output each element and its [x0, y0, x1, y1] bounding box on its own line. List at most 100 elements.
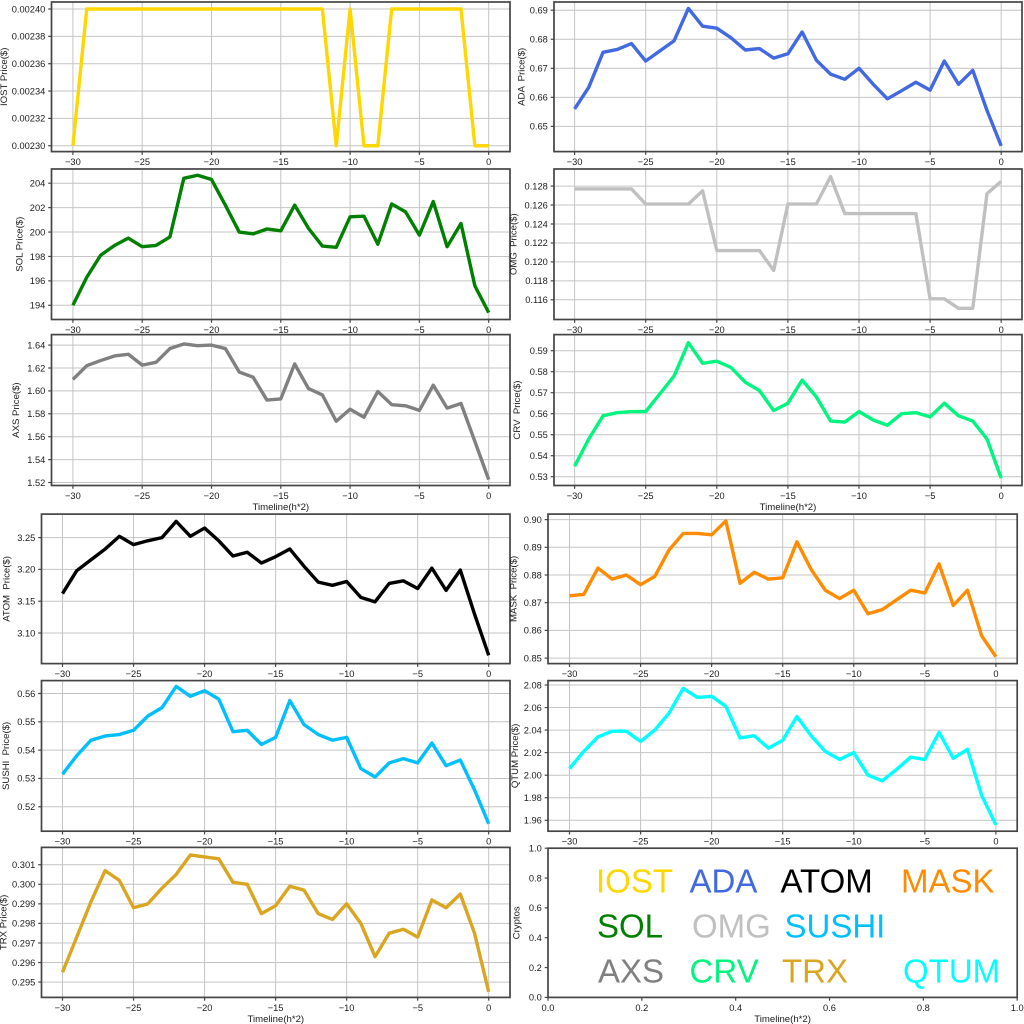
svg-text:0.301: 0.301: [12, 860, 35, 870]
svg-text:0: 0: [486, 669, 491, 679]
svg-text:0.52: 0.52: [17, 802, 35, 812]
svg-text:198: 198: [30, 252, 46, 262]
svg-text:0: 0: [999, 491, 1004, 501]
svg-text:0.126: 0.126: [525, 200, 548, 210]
svg-text:194: 194: [30, 301, 46, 311]
svg-text:0.2: 0.2: [635, 1003, 648, 1013]
svg-text:1.0: 1.0: [1011, 1003, 1024, 1013]
svg-text:MASK: MASK: [901, 863, 995, 900]
svg-text:−25: −25: [633, 669, 649, 679]
svg-text:0.128: 0.128: [525, 181, 548, 191]
svg-text:0.296: 0.296: [12, 958, 35, 968]
svg-text:−30: −30: [65, 157, 81, 167]
svg-text:−10: −10: [846, 837, 862, 847]
svg-text:2.08: 2.08: [524, 680, 542, 690]
svg-text:TRX: TRX: [782, 953, 848, 990]
svg-text:0.00232: 0.00232: [12, 114, 46, 124]
svg-text:−20: −20: [204, 325, 220, 335]
svg-text:0.56: 0.56: [17, 689, 35, 699]
svg-text:0.124: 0.124: [525, 219, 548, 229]
svg-text:0.2: 0.2: [529, 963, 542, 973]
svg-text:−20: −20: [197, 669, 213, 679]
svg-text:−5: −5: [412, 837, 423, 847]
svg-text:0.00240: 0.00240: [12, 4, 46, 14]
svg-text:IOST Price($): IOST Price($): [0, 48, 10, 106]
svg-text:3.10: 3.10: [17, 628, 35, 638]
svg-text:ADA Price($): ADA Price($): [517, 48, 528, 106]
svg-text:−25: −25: [126, 837, 142, 847]
svg-text:−25: −25: [633, 837, 649, 847]
svg-text:−10: −10: [339, 837, 355, 847]
svg-text:QTUM Price($): QTUM Price($): [510, 724, 521, 789]
svg-text:IOST: IOST: [596, 863, 673, 900]
svg-text:0.300: 0.300: [12, 880, 35, 890]
svg-text:1.62: 1.62: [27, 363, 45, 373]
svg-text:0.54: 0.54: [17, 745, 35, 755]
svg-text:0.68: 0.68: [530, 35, 548, 45]
svg-text:0.53: 0.53: [17, 774, 35, 784]
svg-text:0.299: 0.299: [12, 899, 35, 909]
svg-text:2.06: 2.06: [524, 703, 542, 713]
svg-text:−15: −15: [775, 837, 791, 847]
svg-text:−20: −20: [197, 837, 213, 847]
svg-text:−10: −10: [851, 491, 867, 501]
svg-text:0.4: 0.4: [529, 933, 542, 943]
svg-text:1.0: 1.0: [529, 844, 542, 854]
svg-text:0: 0: [999, 157, 1004, 167]
svg-text:0.0: 0.0: [529, 993, 542, 1003]
svg-text:Timeline(h*2): Timeline(h*2): [760, 502, 817, 513]
svg-text:QTUM: QTUM: [903, 953, 1000, 990]
svg-text:−5: −5: [925, 325, 936, 335]
svg-text:−20: −20: [197, 1003, 213, 1013]
svg-text:0.89: 0.89: [524, 543, 542, 553]
svg-text:0.66: 0.66: [530, 93, 548, 103]
svg-text:0: 0: [993, 837, 998, 847]
svg-text:0.4: 0.4: [729, 1003, 742, 1013]
svg-text:−25: −25: [134, 491, 150, 501]
svg-text:0.57: 0.57: [530, 388, 548, 398]
svg-text:−15: −15: [780, 491, 796, 501]
svg-text:0.86: 0.86: [524, 626, 542, 636]
svg-text:−5: −5: [925, 157, 936, 167]
svg-text:SUSHI Price($): SUSHI Price($): [1, 722, 12, 790]
svg-text:0.65: 0.65: [530, 122, 548, 132]
svg-text:0.6: 0.6: [823, 1003, 836, 1013]
svg-text:0.53: 0.53: [530, 472, 548, 482]
svg-text:−25: −25: [126, 669, 142, 679]
svg-text:0.8: 0.8: [529, 873, 542, 883]
svg-text:0: 0: [993, 669, 998, 679]
svg-text:3.20: 3.20: [17, 565, 35, 575]
svg-text:−30: −30: [55, 837, 71, 847]
svg-text:0: 0: [486, 837, 491, 847]
svg-text:OMG Price($): OMG Price($): [509, 213, 520, 275]
svg-text:Timeline(h*2): Timeline(h*2): [247, 1014, 304, 1024]
svg-text:−20: −20: [204, 157, 220, 167]
svg-text:−5: −5: [412, 1003, 423, 1013]
svg-text:−20: −20: [204, 491, 220, 501]
svg-text:−25: −25: [126, 1003, 142, 1013]
svg-text:0.297: 0.297: [12, 938, 35, 948]
svg-text:−20: −20: [709, 491, 725, 501]
svg-text:−30: −30: [55, 669, 71, 679]
svg-text:−30: −30: [567, 325, 583, 335]
svg-text:1.54: 1.54: [27, 455, 45, 465]
svg-text:−30: −30: [562, 837, 578, 847]
svg-text:−15: −15: [273, 157, 289, 167]
svg-text:0.298: 0.298: [12, 919, 35, 929]
svg-text:SOL Price($): SOL Price($): [15, 217, 26, 272]
svg-text:−30: −30: [65, 325, 81, 335]
svg-text:−5: −5: [412, 669, 423, 679]
svg-text:−10: −10: [342, 325, 358, 335]
svg-text:3.15: 3.15: [17, 597, 35, 607]
svg-text:0.58: 0.58: [530, 367, 548, 377]
svg-text:−30: −30: [65, 491, 81, 501]
svg-text:−15: −15: [780, 157, 796, 167]
svg-text:−25: −25: [638, 157, 654, 167]
svg-text:SUSHI: SUSHI: [785, 908, 886, 945]
svg-text:−10: −10: [339, 669, 355, 679]
svg-text:196: 196: [30, 276, 46, 286]
svg-text:1.52: 1.52: [27, 478, 45, 488]
svg-text:2.04: 2.04: [524, 725, 542, 735]
svg-text:0.54: 0.54: [530, 451, 548, 461]
svg-text:−30: −30: [567, 491, 583, 501]
